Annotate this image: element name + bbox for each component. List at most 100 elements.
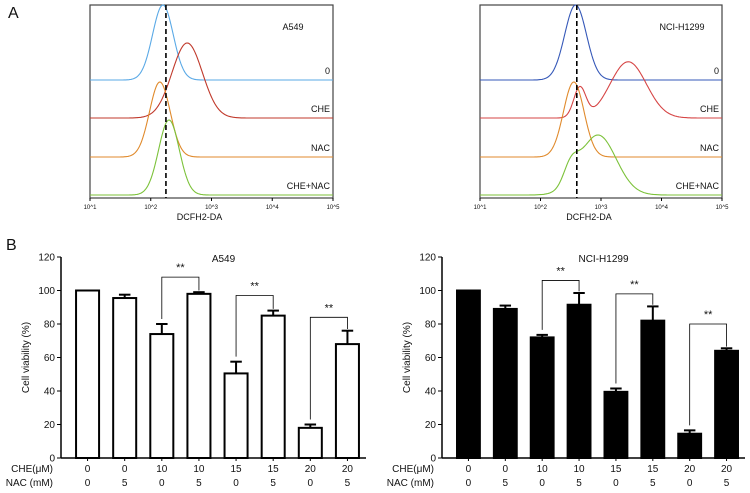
x-tick-label: 10^2 — [534, 205, 547, 211]
significance-label: ** — [325, 302, 334, 314]
bar — [149, 333, 175, 459]
y-tick-label: 0 — [430, 454, 436, 465]
significance-bracket — [161, 276, 200, 319]
bar — [492, 307, 518, 459]
series-label: NAC — [700, 143, 720, 153]
histogram-series-0 — [90, 4, 333, 81]
significance-label: ** — [556, 265, 565, 277]
bar — [714, 349, 739, 459]
nac-dose-label: 5 — [576, 478, 582, 489]
bar — [677, 432, 703, 459]
nac-dose-label: 0 — [687, 478, 693, 489]
nac-row-label: NAC (mM) — [387, 478, 434, 489]
series-label: CHE+NAC — [676, 181, 720, 191]
significance-bracket — [541, 280, 580, 330]
che-dose-label: 0 — [122, 464, 128, 475]
histogram-series-2 — [480, 81, 722, 158]
nac-dose-label: 0 — [539, 478, 545, 489]
y-tick-label: 0 — [49, 454, 55, 465]
bar-chart-title: NCI-H1299 — [578, 254, 628, 265]
nac-dose-label: 0 — [85, 478, 91, 489]
bar — [334, 343, 360, 460]
x-tick-label: 10^1 — [84, 205, 97, 211]
histogram-series-2 — [90, 81, 333, 158]
y-tick-label: 80 — [425, 320, 437, 331]
che-dose-label: 10 — [574, 464, 586, 475]
nac-dose-label: 0 — [613, 478, 619, 489]
che-dose-label: 20 — [305, 464, 317, 475]
series-label: CHE+NAC — [287, 181, 331, 191]
bar — [456, 289, 481, 459]
nac-dose-label: 0 — [233, 478, 239, 489]
series-label: NAC — [311, 143, 331, 153]
significance-label: ** — [250, 281, 259, 293]
series-label: 0 — [325, 66, 330, 76]
bar — [112, 297, 138, 459]
histogram-0 — [89, 4, 334, 201]
che-dose-label: 20 — [684, 464, 696, 475]
y-tick-label: 20 — [44, 420, 56, 431]
histogram-1 — [479, 4, 723, 201]
che-dose-label: 15 — [610, 464, 622, 475]
y-tick-label: 100 — [419, 286, 436, 297]
y-tick-label: 100 — [38, 286, 55, 297]
x-tick-label: 10^1 — [474, 205, 487, 211]
che-dose-label: 10 — [537, 464, 549, 475]
nac-dose-label: 5 — [345, 478, 351, 489]
che-dose-label: 20 — [342, 464, 354, 475]
histogram-series-3 — [480, 134, 722, 196]
bar — [529, 336, 555, 459]
histogram-series-3 — [90, 119, 333, 196]
che-row-label: CHE(μM) — [392, 464, 434, 475]
bar-chart-title: A549 — [212, 254, 236, 265]
histogram-title: NCI-H1299 — [659, 22, 704, 32]
y-tick-label: 120 — [419, 253, 436, 264]
y-tick-label: 120 — [38, 253, 55, 264]
series-label: CHE — [700, 104, 719, 114]
y-tick-label: 40 — [425, 387, 437, 398]
panel-label-a: A — [8, 5, 19, 22]
x-tick-label: 10^2 — [144, 205, 157, 211]
nac-dose-label: 5 — [270, 478, 276, 489]
histogram-series-1 — [480, 61, 722, 119]
nac-dose-label: 5 — [196, 478, 202, 489]
significance-bracket — [309, 316, 348, 420]
histogram-series-1 — [90, 42, 333, 119]
x-axis-label: DCFH2-DA — [566, 212, 612, 222]
x-tick-label: 10^4 — [655, 205, 668, 211]
che-dose-label: 10 — [193, 464, 205, 475]
y-tick-label: 60 — [425, 353, 437, 364]
y-tick-label: 20 — [425, 420, 437, 431]
che-dose-label: 15 — [647, 464, 659, 475]
che-dose-label: 0 — [503, 464, 509, 475]
che-dose-label: 15 — [231, 464, 243, 475]
bar — [223, 372, 249, 460]
significance-label: ** — [630, 279, 639, 291]
plot-frame — [89, 4, 334, 199]
bar — [297, 426, 323, 460]
nac-dose-label: 0 — [159, 478, 165, 489]
x-tick-label: 10^5 — [327, 205, 340, 211]
bar — [186, 292, 212, 459]
x-tick-label: 10^4 — [266, 205, 279, 211]
series-label: 0 — [714, 66, 719, 76]
bar-chart-2 — [57, 256, 366, 461]
che-dose-label: 20 — [721, 464, 733, 475]
bar — [260, 314, 286, 459]
nac-dose-label: 0 — [308, 478, 314, 489]
x-tick-label: 10^3 — [205, 205, 218, 211]
bar-chart-3 — [438, 256, 745, 461]
plot-frame — [479, 4, 723, 199]
nac-dose-label: 5 — [650, 478, 656, 489]
che-dose-label: 0 — [85, 464, 91, 475]
x-axis-label: DCFH2-DA — [177, 212, 223, 222]
series-label: CHE — [311, 104, 330, 114]
x-tick-label: 10^5 — [716, 205, 729, 211]
y-tick-label: 40 — [44, 387, 56, 398]
che-row-label: CHE(μM) — [11, 464, 53, 475]
bar — [640, 319, 666, 459]
histogram-series-0 — [480, 4, 722, 81]
y-axis-label: Cell viability (%) — [402, 322, 413, 393]
